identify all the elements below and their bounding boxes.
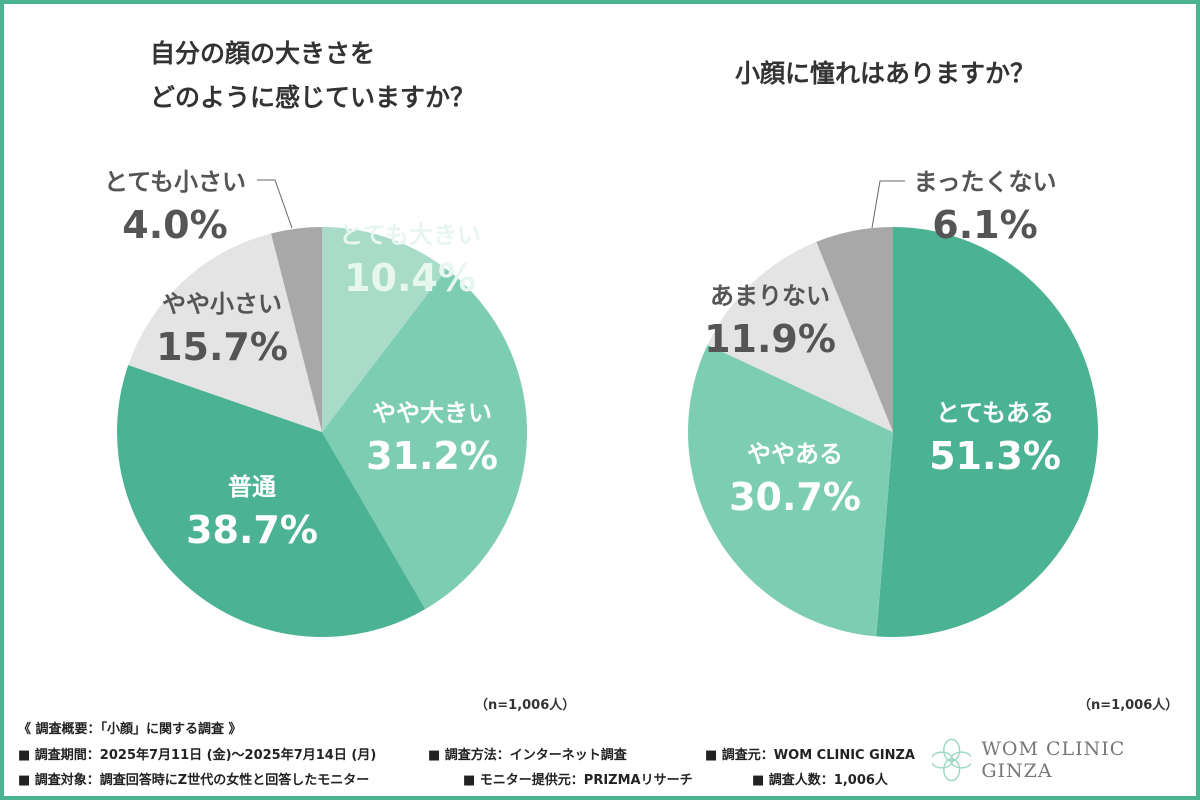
- slice-label: やや大きい: [372, 399, 492, 427]
- pie-slice: [816, 227, 893, 432]
- pie-slice: [687, 344, 893, 637]
- slice-label: あまりない: [710, 282, 830, 310]
- title-line: どのように感じていますか？: [150, 83, 476, 112]
- footer-source: ■ 調査元：WOM CLINIC GINZA: [705, 748, 915, 763]
- chart-title-left: 自分の顔の大きさを どのように感じていますか？: [150, 32, 475, 120]
- footer-count: ■ 調査人数：1,006人: [752, 773, 888, 788]
- sample-size-right: （n=1,006人）: [1078, 698, 1179, 713]
- slice-label: とても大きい: [339, 221, 481, 249]
- slice-value-label: 38.7%: [186, 508, 318, 552]
- sample-size-left: （n=1,006人）: [475, 698, 576, 713]
- leader-line: [871, 180, 905, 229]
- slice-value-label: 30.7%: [729, 475, 861, 519]
- title-line: 自分の顔の大きさを: [150, 39, 376, 68]
- slice-value-label: 6.1%: [932, 203, 1037, 247]
- slice-value-label: 31.2%: [366, 434, 498, 478]
- pie-slice: [117, 364, 426, 638]
- slice-value-label: 15.7%: [156, 325, 288, 369]
- slice-label: まったくない: [913, 168, 1056, 196]
- footer-method: ■ 調査方法：インターネット調査: [428, 748, 627, 763]
- pie-slice: [322, 227, 447, 432]
- pie-slice: [322, 269, 527, 610]
- slice-label: ややある: [747, 440, 843, 468]
- slice-label: 普通: [228, 473, 276, 501]
- footer-heading: 《 調査概要：「小顔」に関する調査 》: [18, 722, 242, 737]
- logo: WOM CLINIC GINZA: [932, 737, 1200, 783]
- logo-mark-icon: [932, 738, 972, 782]
- footer-provider: ■ モニター提供元：PRIZMAリサーチ: [463, 773, 693, 788]
- leader-line: [257, 179, 293, 229]
- slice-value-label: 10.4%: [344, 256, 476, 300]
- footer-period: ■ 調査期間：2025年7月11日 (金)〜2025年7月14日 (月): [18, 748, 377, 763]
- logo-text: WOM CLINIC GINZA: [981, 738, 1126, 782]
- footer-target: ■ 調査対象：調査回答時にZ世代の女性と回答したモニター: [18, 773, 370, 788]
- pie-slice: [876, 227, 1098, 637]
- chart-title-right: 小顔に憧れはありますか？: [735, 59, 1036, 88]
- slice-value-label: 51.3%: [929, 434, 1061, 478]
- slice-value-label: 4.0%: [122, 203, 227, 247]
- slice-label: とても小さい: [104, 168, 246, 196]
- slice-label: とてもある: [936, 399, 1054, 427]
- pie-slice: [707, 241, 893, 432]
- pie-slice: [128, 233, 322, 432]
- slice-label: やや小さい: [162, 290, 282, 318]
- slice-value-label: 11.9%: [704, 317, 836, 361]
- pie-slice: [271, 227, 322, 432]
